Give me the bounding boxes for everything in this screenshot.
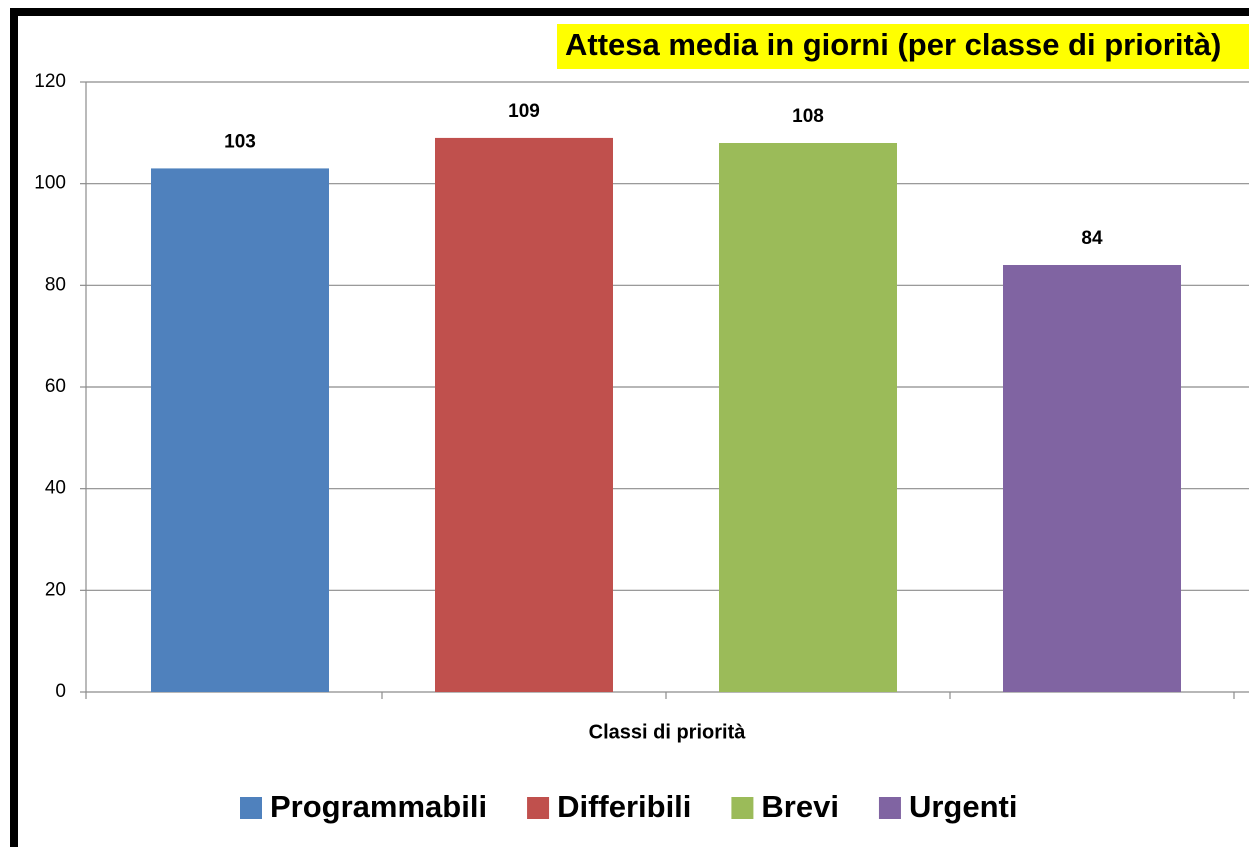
bar bbox=[719, 143, 897, 692]
y-tick-label: 0 bbox=[55, 681, 66, 702]
bar bbox=[1003, 265, 1181, 692]
legend-label: Differibili bbox=[557, 789, 691, 824]
legend-label: Urgenti bbox=[909, 789, 1018, 824]
frame-left bbox=[10, 8, 18, 847]
y-tick-label: 40 bbox=[45, 478, 66, 499]
y-tick-label: 120 bbox=[34, 71, 66, 92]
bar bbox=[435, 137, 613, 692]
legend-swatch bbox=[527, 797, 550, 819]
frame-top bbox=[10, 8, 1249, 16]
legend-label: Brevi bbox=[761, 789, 839, 824]
chart-title: Attesa media in giorni (per classe di pr… bbox=[565, 27, 1221, 62]
x-axis-label: Classi di priorità bbox=[589, 721, 747, 743]
legend-swatch bbox=[731, 797, 754, 819]
y-tick-label: 20 bbox=[45, 579, 66, 600]
y-tick-label: 60 bbox=[45, 376, 66, 397]
data-label: 103 bbox=[224, 131, 256, 152]
legend-swatch bbox=[878, 797, 901, 819]
legend-label: Programmabili bbox=[270, 789, 487, 824]
y-tick-label: 80 bbox=[45, 274, 66, 295]
title-background bbox=[557, 24, 1249, 69]
data-label: 84 bbox=[1081, 228, 1103, 249]
data-label: 108 bbox=[792, 106, 824, 127]
bar bbox=[151, 168, 329, 692]
y-tick-label: 100 bbox=[34, 173, 66, 194]
legend-swatch bbox=[240, 797, 262, 819]
data-label: 109 bbox=[508, 101, 540, 122]
